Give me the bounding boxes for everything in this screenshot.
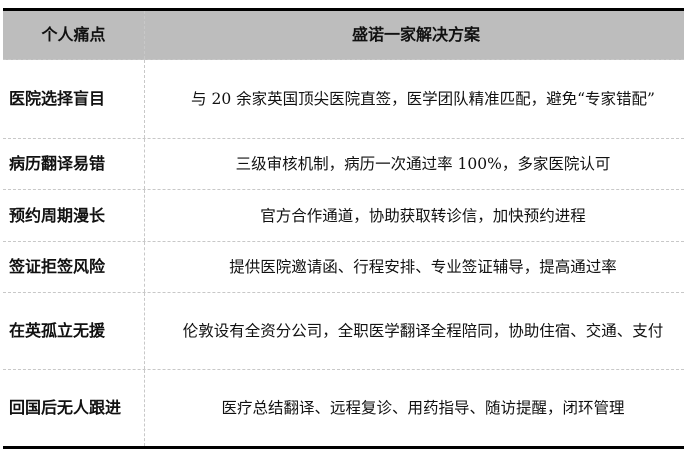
table-row: 在英孤立无援 伦敦设有全资分公司，全职医学翻译全程陪同，协助住宿、交通、支付 <box>3 293 684 370</box>
pain-point-cell: 签证拒签风险 <box>3 242 145 292</box>
table-row: 预约周期漫长 官方合作通道，协助获取转诊信，加快预约进程 <box>3 190 684 242</box>
solution-cell: 提供医院邀请函、行程安排、专业签证辅导，提高通过率 <box>229 258 617 276</box>
pain-point-cell: 回国后无人跟进 <box>3 370 145 446</box>
table-row: 医院选择盲目 与 20 余家英国顶尖医院直签，医学团队精准匹配，避免“专家错配” <box>3 60 684 139</box>
comparison-table: 个人痛点 盛诺一家解决方案 医院选择盲目 与 20 余家英国顶尖医院直签，医学团… <box>3 8 684 449</box>
solution-cell: 伦敦设有全资分公司，全职医学翻译全程陪同，协助住宿、交通、支付 <box>182 322 664 340</box>
solution-cell: 官方合作通道，协助获取转诊信，加快预约进程 <box>260 206 586 225</box>
pain-point-cell: 病历翻译易错 <box>3 139 145 189</box>
solution-cell: 与 20 余家英国顶尖医院直签，医学团队精准匹配，避免“专家错配” <box>191 90 655 108</box>
pain-point-cell: 预约周期漫长 <box>3 190 145 241</box>
pain-point-cell: 在英孤立无援 <box>3 293 145 369</box>
table-header-row: 个人痛点 盛诺一家解决方案 <box>3 8 684 60</box>
solution-cell: 医疗总结翻译、远程复诊、用药指导、随访提醒，闭环管理 <box>221 399 625 417</box>
table-row: 病历翻译易错 三级审核机制，病历一次通过率 100%，多家医院认可 <box>3 139 684 190</box>
solution-cell: 三级审核机制，病历一次通过率 100%，多家医院认可 <box>235 155 611 173</box>
header-solution: 盛诺一家解决方案 <box>148 11 684 59</box>
pain-point-cell: 医院选择盲目 <box>3 60 145 138</box>
header-pain-point: 个人痛点 <box>3 11 145 59</box>
table-row: 回国后无人跟进 医疗总结翻译、远程复诊、用药指导、随访提醒，闭环管理 <box>3 370 684 449</box>
table-row: 签证拒签风险 提供医院邀请函、行程安排、专业签证辅导，提高通过率 <box>3 242 684 293</box>
